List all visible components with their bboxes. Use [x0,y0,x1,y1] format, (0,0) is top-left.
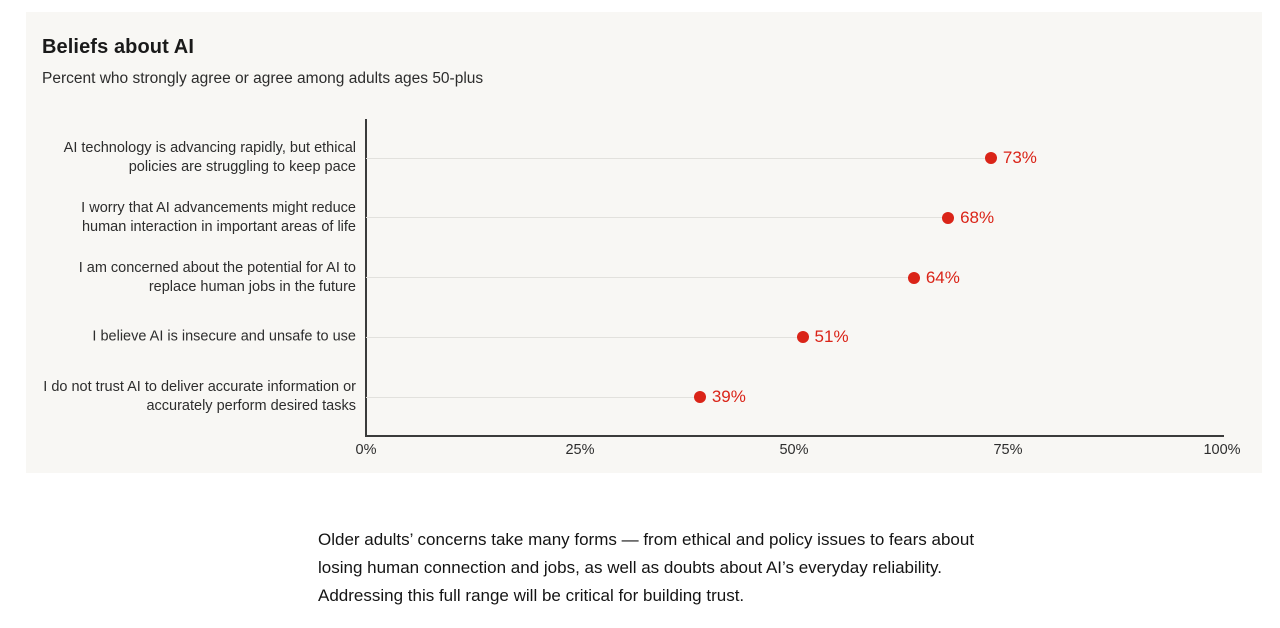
value-label: 68% [960,207,995,227]
category-label-line: I believe AI is insecure and unsafe to u… [92,328,356,345]
plot-area: 73% AI technology is advancing rapidly, b… [26,12,1262,473]
footer-note: Older adults’ concerns take many forms —… [318,526,974,610]
chart-panel: Beliefs about AI Percent who strongly ag… [26,12,1262,473]
leader-line [366,336,803,338]
value-label: 39% [711,387,746,406]
chart-title: Beliefs about AI [42,36,194,58]
data-point-dot [984,152,997,164]
category-label: AI technology is advancing rapidly, but … [30,139,356,177]
leader-line [366,217,949,219]
data-point-dot [796,331,809,344]
category-label-line: accurately perform desired tasks [146,398,356,414]
data-point-dot [907,271,920,284]
leader-line [366,396,700,398]
x-tick-label: 25% [565,442,595,458]
category-label-line: policies are struggling to keep pace [128,159,356,175]
x-tick-label: 100% [1203,442,1241,458]
value-label: 64% [925,267,960,287]
data-point-dot [693,391,706,403]
category-label-line: I do not trust AI to deliver accurate in… [43,379,356,395]
value-label: 73% [1002,148,1037,167]
value-label: 51% [814,327,849,347]
x-tick-label: 0% [355,442,377,458]
category-label-line: replace human jobs in the future [148,278,356,295]
footer-note-line: Older adults’ concerns take many forms —… [318,530,975,549]
leader-line [366,277,914,278]
category-label: I worry that AI advancements might reduc… [30,199,356,237]
leader-line [366,157,991,159]
category-label: I believe AI is insecure and unsafe to u… [30,328,356,347]
x-tick-label: 75% [993,442,1023,458]
data-point-dot [942,211,955,224]
category-label-line: AI technology is advancing rapidly, but … [63,140,356,156]
footer-note-line: losing human connection and jobs, as wel… [318,558,943,577]
category-label-line: I am concerned about the potential for A… [78,259,356,276]
category-label: I am concerned about the potential for A… [30,259,356,297]
chart-subtitle: Percent who strongly agree or agree amon… [42,70,484,87]
category-label-line: I worry that AI advancements might reduc… [81,199,356,216]
x-tick-label: 50% [779,442,809,458]
x-axis-line [365,435,1224,437]
category-label-line: human interaction in important areas of … [81,218,356,235]
footer-note-line: Addressing this full range will be criti… [318,586,745,605]
category-label: I do not trust AI to deliver accurate in… [30,378,356,416]
